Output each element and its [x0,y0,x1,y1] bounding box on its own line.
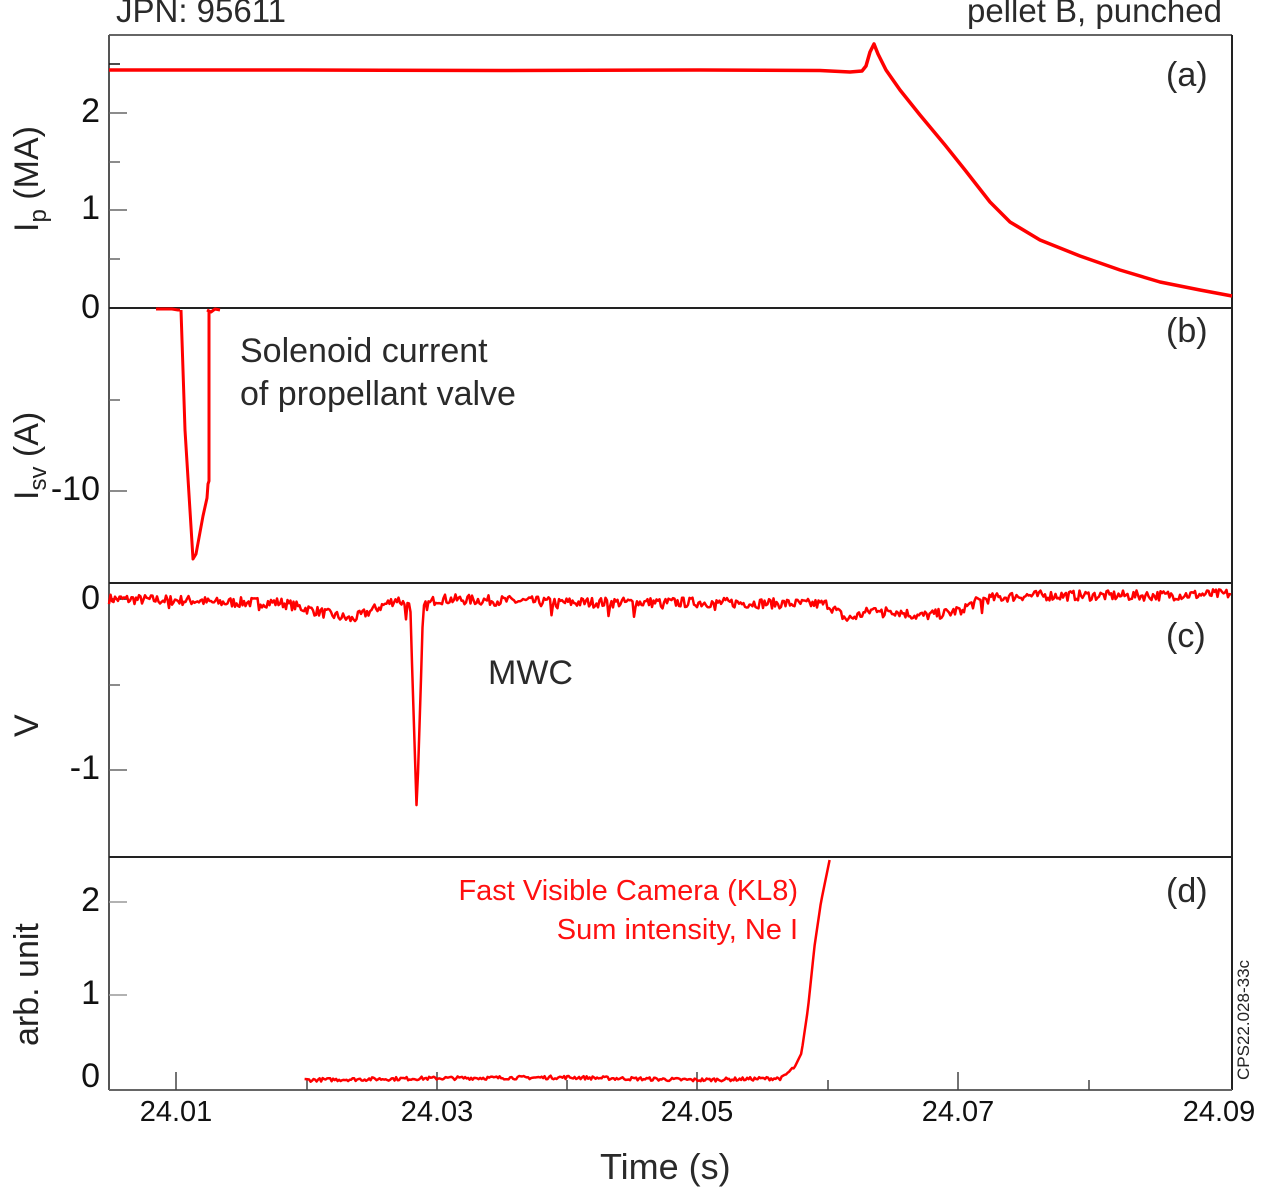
xtick-24-03: 24.03 [367,1096,507,1129]
xtick-24-01: 24.01 [106,1096,246,1129]
trace-isv [156,309,220,559]
annotation-mwc: MWC [488,652,573,695]
ylabel-arb-unit: arb. unit [8,923,47,1046]
xtick-24-07: 24.07 [888,1096,1028,1129]
annotation-fast-camera: Fast Visible Camera (KL8) Sum intensity,… [458,872,798,950]
y-ticks [109,64,127,995]
ytick-d-2: 2 [20,881,100,920]
ylabel-v: V [8,714,47,737]
ylabel-ip: Ip (MA) [8,126,53,232]
xtick-24-05: 24.05 [627,1096,767,1129]
panel-tag-c: (c) [1166,617,1206,656]
trace-mwc [109,589,1231,805]
trace-ip [109,44,1232,296]
ylabel-isv: Isv (A) [8,412,53,500]
panel-tag-b: (b) [1166,312,1208,351]
ytick-a-0: 0 [20,288,100,327]
xtick-24-09: 24.09 [1149,1096,1270,1129]
figure-id: CPS22.028-33c [1234,960,1254,1080]
ytick-c-minus1: -1 [20,749,100,788]
ytick-d-0: 0 [20,1057,100,1096]
panel-tag-a: (a) [1166,56,1208,95]
panel-tag-d: (d) [1166,872,1208,911]
xlabel-time: Time (s) [600,1146,731,1188]
annotation-solenoid: Solenoid current of propellant valve [240,330,516,416]
chart-canvas [0,0,1270,1194]
ytick-c-0: 0 [20,579,100,618]
